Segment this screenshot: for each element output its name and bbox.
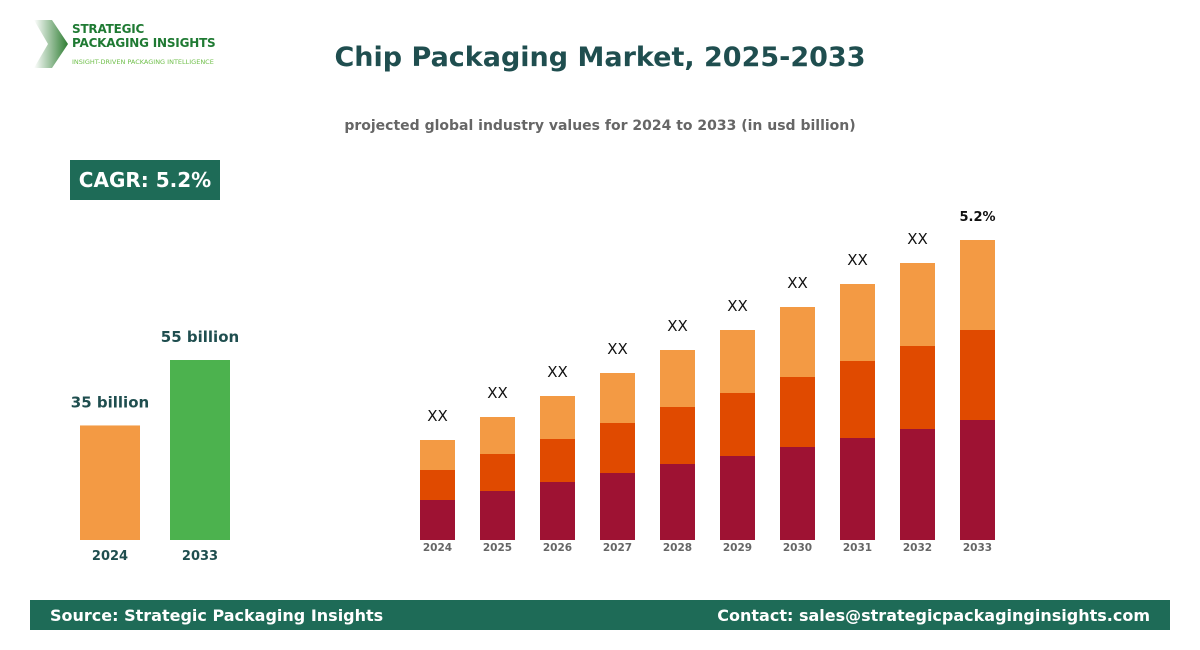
bar-segment-2032-1 <box>900 346 935 429</box>
bar-segment-2026-2 <box>540 396 575 439</box>
data-label: XX <box>427 407 448 425</box>
x-tick-label: 2028 <box>663 542 692 554</box>
bar-segment-2024-0 <box>420 500 455 540</box>
source-text: Source: Strategic Packaging Insights <box>50 605 384 625</box>
bar-2024 <box>80 425 140 540</box>
bar-segment-2031-2 <box>840 284 875 361</box>
chart-subtitle: projected global industry values for 202… <box>344 118 856 134</box>
data-label: XX <box>667 317 688 335</box>
bar-segment-2026-1 <box>540 439 575 482</box>
data-label: XX <box>727 297 748 315</box>
bar-segment-2027-2 <box>600 373 635 423</box>
x-tick-label: 2030 <box>783 542 812 554</box>
x-tick-label: 2033 <box>182 549 218 564</box>
x-tick-label: 2027 <box>603 542 632 554</box>
bar-segment-2025-2 <box>480 417 515 454</box>
cagr-badge: CAGR: 5.2% <box>70 160 220 200</box>
bar-segment-2027-0 <box>600 473 635 540</box>
bar-segment-2026-0 <box>540 482 575 540</box>
bar-segment-2025-0 <box>480 491 515 540</box>
x-tick-label: 2024 <box>92 549 128 564</box>
bar-segment-2032-0 <box>900 429 935 540</box>
footer: Source: Strategic Packaging Insights Con… <box>30 600 1170 630</box>
bar-segment-2030-0 <box>780 447 815 540</box>
x-tick-label: 2031 <box>843 542 872 554</box>
x-tick-label: 2032 <box>903 542 932 554</box>
data-label: 55 billion <box>161 328 239 346</box>
data-label: XX <box>787 274 808 292</box>
bar-segment-2029-0 <box>720 456 755 540</box>
bar-segment-2032-2 <box>900 263 935 346</box>
bar-segment-2024-1 <box>420 470 455 500</box>
bar-2033 <box>170 360 230 540</box>
bar-segment-2033-0 <box>960 420 995 540</box>
logo-tagline: INSIGHT-DRIVEN PACKAGING INTELLIGENCE <box>72 58 214 66</box>
x-tick-label: 2026 <box>543 542 572 554</box>
data-label: XX <box>607 340 628 358</box>
bar-segment-2027-1 <box>600 423 635 473</box>
data-label: 35 billion <box>71 393 149 411</box>
chevron-logo-icon <box>34 20 68 68</box>
chart-title: Chip Packaging Market, 2025-2033 <box>334 42 866 73</box>
bar-segment-2025-1 <box>480 454 515 491</box>
data-label: XX <box>907 230 928 248</box>
bar-segment-2028-2 <box>660 350 695 407</box>
bar-segment-2029-2 <box>720 330 755 393</box>
bar-segment-2030-1 <box>780 377 815 447</box>
logo-text: STRATEGIC <box>72 22 145 36</box>
data-label: XX <box>547 363 568 381</box>
logo-text: PACKAGING INSIGHTS <box>72 36 216 50</box>
bar-segment-2033-2 <box>960 240 995 330</box>
x-tick-label: 2033 <box>963 542 992 554</box>
data-label: XX <box>847 251 868 269</box>
bar-segment-2031-1 <box>840 361 875 438</box>
bar-segment-2033-1 <box>960 330 995 420</box>
bar-segment-2024-2 <box>420 440 455 470</box>
x-tick-label: 2029 <box>723 542 752 554</box>
x-tick-label: 2025 <box>483 542 512 554</box>
bar-segment-2028-0 <box>660 464 695 540</box>
data-label: 5.2% <box>959 210 995 225</box>
bar-segment-2028-1 <box>660 407 695 464</box>
bar-segment-2029-1 <box>720 393 755 456</box>
data-label: XX <box>487 384 508 402</box>
x-tick-label: 2024 <box>423 542 452 554</box>
logo: STRATEGIC PACKAGING INSIGHTS INSIGHT-DRI… <box>30 18 230 72</box>
contact-text: Contact: sales@strategicpackaginginsight… <box>717 605 1150 625</box>
bar-segment-2030-2 <box>780 307 815 377</box>
bar-segment-2031-0 <box>840 438 875 540</box>
